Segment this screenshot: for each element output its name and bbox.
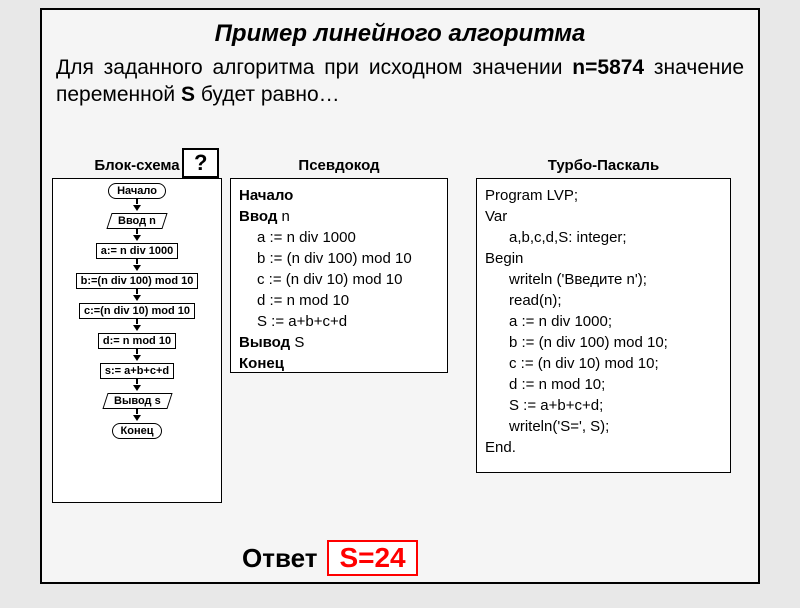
pascal-line: Program LVP;	[485, 185, 722, 206]
pseudocode-line: S := a+b+c+d	[239, 311, 439, 332]
pseudocode-line: Ввод n	[239, 206, 439, 227]
pseudocode-column: Псевдокод НачалоВвод na := n div 1000b :…	[230, 157, 448, 503]
pseudocode-line: a := n div 1000	[239, 227, 439, 248]
pascal-line: b := (n div 100) mod 10;	[485, 332, 722, 353]
s-var: S	[181, 83, 195, 106]
slide-container: Пример линейного алгоритма Для заданного…	[40, 8, 760, 584]
pascal-line: Begin	[485, 248, 722, 269]
flowchart-node: a:= n div 1000	[96, 243, 178, 259]
flowchart-node: d:= n mod 10	[98, 333, 176, 349]
flowchart-node: c:=(n div 10) mod 10	[79, 303, 195, 319]
pascal-box: Program LVP;Vara,b,c,d,S: integer;Beginw…	[476, 178, 731, 473]
flowchart-box: Начало Ввод n a:= n div 1000 b:=(n div 100)…	[52, 178, 222, 503]
slide-description: Для заданного алгоритма при исходном зна…	[52, 54, 748, 109]
pseudocode-line: Вывод S	[239, 332, 439, 353]
pascal-column: Турбо-Паскаль Program LVP;Vara,b,c,d,S: …	[476, 157, 731, 503]
pascal-line: c := (n div 10) mod 10;	[485, 353, 722, 374]
desc-prefix: Для заданного алгоритма при исходном зна…	[56, 56, 572, 79]
pseudocode-line: d := n mod 10	[239, 290, 439, 311]
pascal-line: writeln ('Введите n');	[485, 269, 722, 290]
flowchart-node: Вывод s	[102, 393, 172, 409]
flowchart-node: b:=(n div 100) mod 10	[76, 273, 199, 289]
flowchart-node: s:= a+b+c+d	[100, 363, 174, 379]
flowchart-node: Начало	[108, 183, 166, 199]
flowchart-column: Блок-схема НачалоВвод na:= n div 1000b:=…	[52, 157, 222, 503]
pseudocode-line: Конец	[239, 353, 439, 374]
pseudocode-line: b := (n div 100) mod 10	[239, 248, 439, 269]
columns-container: Блок-схема НачалоВвод na:= n div 1000b:=…	[52, 157, 748, 503]
answer-row: Ответ S=24	[242, 540, 418, 576]
answer-label: Ответ	[242, 543, 317, 574]
answer-value: S=24	[327, 540, 417, 576]
flowchart-node: Ввод n	[106, 213, 167, 229]
slide-title: Пример линейного алгоритма	[52, 20, 748, 48]
pascal-line: read(n);	[485, 290, 722, 311]
pascal-line: d := n mod 10;	[485, 374, 722, 395]
pseudocode-header: Псевдокод	[230, 157, 448, 174]
pascal-line: a := n div 1000;	[485, 311, 722, 332]
pascal-line: Var	[485, 206, 722, 227]
n-value: n=5874	[572, 56, 644, 79]
question-mark-box: ?	[182, 148, 219, 178]
flowchart-node: Конец	[112, 423, 163, 439]
pseudocode-line: c := (n div 10) mod 10	[239, 269, 439, 290]
desc-suffix: будет равно…	[195, 83, 340, 106]
pascal-line: a,b,c,d,S: integer;	[485, 227, 722, 248]
pseudocode-line: Начало	[239, 185, 439, 206]
pascal-header: Турбо-Паскаль	[476, 157, 731, 174]
pseudocode-box: НачалоВвод na := n div 1000b := (n div 1…	[230, 178, 448, 373]
pascal-line: S := a+b+c+d;	[485, 395, 722, 416]
pascal-line: writeln('S=', S);	[485, 416, 722, 437]
pascal-line: End.	[485, 437, 722, 458]
